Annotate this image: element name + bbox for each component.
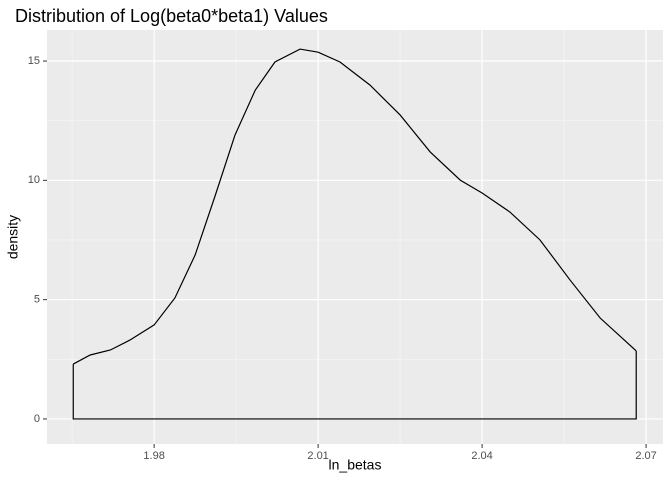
y-axis-title: density xyxy=(5,215,21,259)
density-line xyxy=(72,48,637,365)
y-tick-label: 10 xyxy=(28,174,40,186)
x-tick-label: 1.98 xyxy=(143,450,164,462)
x-axis-title: ln_betas xyxy=(329,457,382,473)
density-outline xyxy=(72,350,637,420)
x-tick-label: 2.07 xyxy=(635,450,656,462)
x-tick-label: 2.01 xyxy=(307,450,328,462)
y-tick-label: 15 xyxy=(28,55,40,67)
x-tick-label: 2.04 xyxy=(471,450,492,462)
y-tick-label: 0 xyxy=(34,413,40,425)
chart-title: Distribution of Log(beta0*beta1) Values xyxy=(15,6,328,26)
y-tick-label: 5 xyxy=(34,294,40,306)
panel xyxy=(47,30,663,444)
